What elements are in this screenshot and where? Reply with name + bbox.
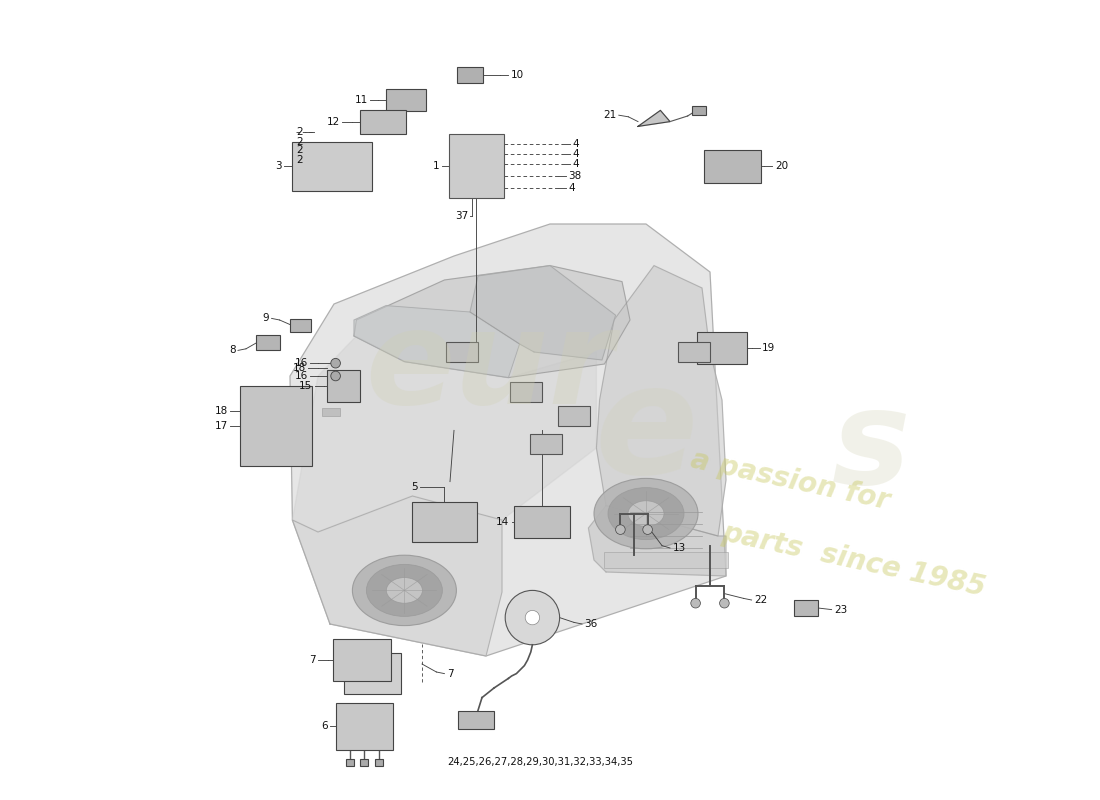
Ellipse shape [608, 488, 684, 540]
Text: 18: 18 [293, 363, 306, 373]
Polygon shape [638, 110, 670, 126]
Circle shape [691, 598, 701, 608]
Bar [256, 335, 280, 350]
Text: 4: 4 [572, 159, 579, 169]
Polygon shape [588, 506, 726, 576]
Polygon shape [293, 336, 596, 532]
Ellipse shape [628, 501, 664, 526]
Bar [322, 408, 340, 416]
Circle shape [642, 525, 652, 534]
Bar [459, 711, 494, 729]
Text: 2: 2 [296, 155, 303, 165]
Text: 23: 23 [834, 605, 847, 614]
Bar [333, 639, 390, 681]
Polygon shape [354, 306, 519, 378]
Text: 4: 4 [572, 149, 579, 158]
Text: 37: 37 [455, 211, 469, 221]
Bar [604, 552, 728, 568]
Text: 15: 15 [299, 381, 312, 390]
Text: 24,25,26,27,28,29,30,31,32,33,34,35: 24,25,26,27,28,29,30,31,32,33,34,35 [448, 757, 634, 766]
Bar [514, 506, 570, 538]
Text: 8: 8 [229, 346, 235, 355]
Polygon shape [293, 496, 502, 656]
Bar [558, 406, 590, 426]
Text: 18: 18 [214, 406, 228, 416]
Text: 2: 2 [296, 146, 303, 155]
Bar [290, 319, 311, 332]
Bar [449, 134, 504, 198]
Ellipse shape [386, 578, 422, 603]
Text: eur: eur [365, 305, 614, 431]
Polygon shape [470, 266, 616, 360]
Text: 4: 4 [569, 183, 575, 193]
Text: 14: 14 [496, 517, 509, 526]
Circle shape [505, 590, 560, 645]
Bar [293, 142, 373, 191]
Polygon shape [354, 266, 630, 378]
Bar [346, 759, 354, 766]
Bar [697, 332, 747, 364]
Bar [386, 89, 426, 111]
Bar [530, 434, 562, 454]
Text: 7: 7 [309, 655, 316, 665]
Bar [446, 342, 478, 362]
Text: 4: 4 [572, 139, 579, 149]
Text: 21: 21 [603, 110, 616, 120]
Text: 2: 2 [296, 127, 303, 137]
Text: 38: 38 [569, 171, 582, 181]
Text: parts  since 1985: parts since 1985 [719, 518, 989, 602]
Bar [241, 386, 312, 466]
Bar [361, 759, 368, 766]
Bar [458, 67, 483, 83]
Circle shape [525, 610, 540, 625]
Ellipse shape [594, 478, 698, 549]
Text: 12: 12 [327, 117, 340, 126]
Circle shape [331, 358, 340, 368]
Bar [375, 759, 383, 766]
Text: 20: 20 [774, 162, 788, 171]
Circle shape [331, 371, 340, 381]
Text: 9: 9 [263, 314, 270, 323]
Text: 13: 13 [672, 543, 685, 553]
Text: e: e [594, 358, 697, 506]
Bar [794, 600, 818, 616]
Bar [360, 110, 406, 134]
Polygon shape [596, 266, 726, 536]
Bar [692, 106, 706, 115]
Text: 11: 11 [354, 95, 367, 105]
Bar [510, 382, 542, 402]
Bar [678, 342, 710, 362]
Text: 16: 16 [295, 358, 308, 368]
Text: 16: 16 [295, 371, 308, 381]
Bar [336, 703, 393, 750]
Circle shape [719, 598, 729, 608]
Bar [343, 653, 402, 694]
Ellipse shape [366, 565, 442, 616]
Text: 5: 5 [411, 482, 418, 492]
Bar [327, 370, 361, 402]
Text: a passion for: a passion for [688, 446, 892, 514]
Circle shape [616, 525, 625, 534]
Text: 17: 17 [214, 421, 228, 430]
Text: 1: 1 [433, 162, 440, 171]
Text: 36: 36 [584, 619, 597, 629]
Polygon shape [290, 224, 726, 656]
Bar [411, 502, 477, 542]
Text: 19: 19 [762, 343, 776, 353]
Text: 22: 22 [754, 595, 768, 605]
Text: s: s [832, 385, 910, 511]
Text: 7: 7 [447, 669, 453, 678]
Text: 2: 2 [296, 137, 303, 146]
Text: 3: 3 [275, 162, 282, 171]
Text: 6: 6 [321, 722, 328, 731]
Ellipse shape [352, 555, 456, 626]
Text: 10: 10 [510, 70, 524, 80]
Bar [704, 150, 761, 183]
